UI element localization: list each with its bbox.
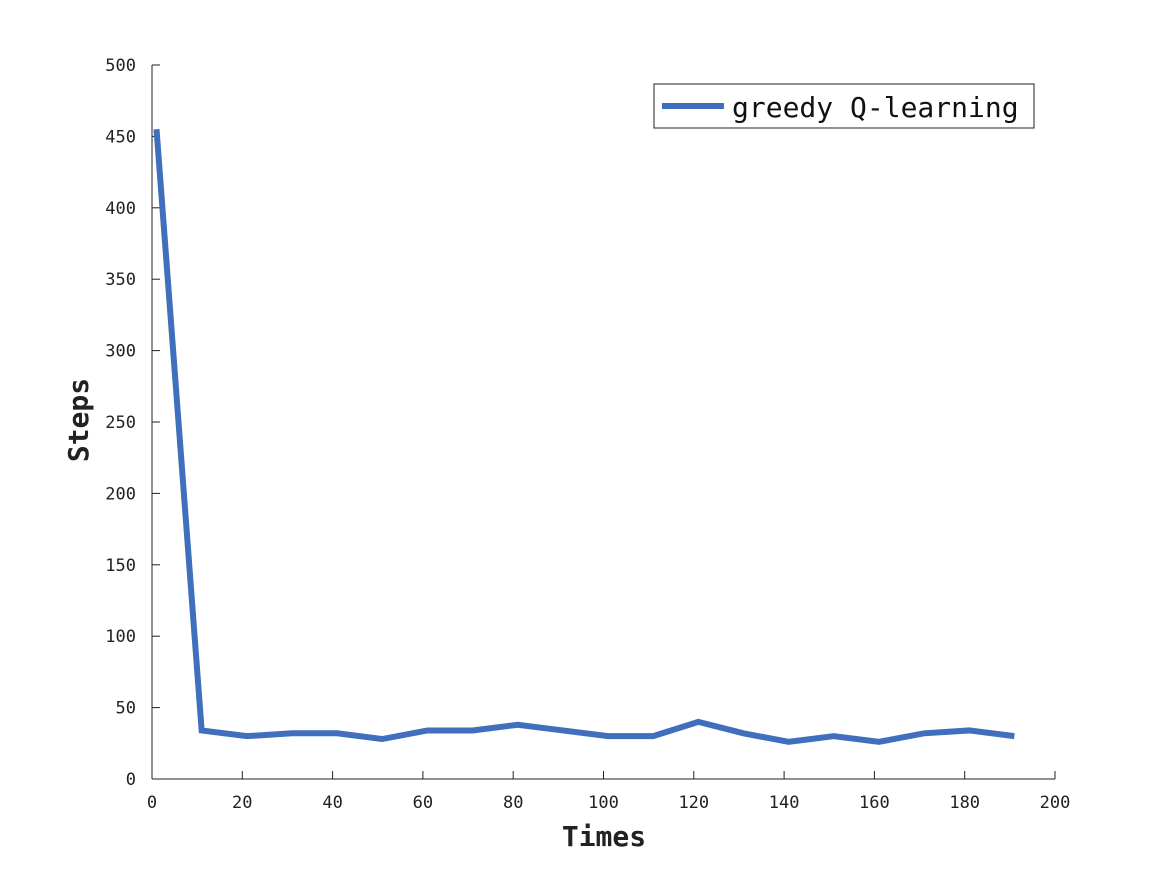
- y-tick-label: 50: [116, 699, 136, 719]
- y-tick-label: 500: [105, 56, 136, 76]
- series-line: [153, 129, 1015, 745]
- x-axis-ticks: 0 20 40 60 80 100 120 140 160 180 200: [147, 771, 1070, 813]
- x-tick-label: 140: [769, 793, 800, 813]
- y-tick-label: 150: [105, 556, 136, 576]
- y-tick-label: 300: [105, 342, 136, 362]
- x-tick-label: 40: [322, 793, 342, 813]
- series-layer: [153, 129, 1015, 745]
- x-axis-title: Times: [562, 820, 646, 853]
- legend-label: greedy Q-learning: [732, 91, 1019, 124]
- legend: greedy Q-learning: [653, 83, 1035, 129]
- y-axis-ticks: 0 50 100 150 200 250 300 350 400 450 500: [105, 56, 160, 790]
- x-tick-label: 20: [232, 793, 252, 813]
- x-tick-label: 0: [147, 793, 157, 813]
- y-tick-label: 100: [105, 627, 136, 647]
- y-tick-label: 0: [126, 770, 136, 790]
- axes: [151, 65, 1055, 780]
- x-tick-label: 200: [1040, 793, 1071, 813]
- y-axis-title: Steps: [62, 378, 95, 462]
- x-tick-label: 160: [859, 793, 890, 813]
- y-tick-label: 350: [105, 270, 136, 290]
- x-tick-label: 60: [413, 793, 433, 813]
- y-tick-label: 250: [105, 413, 136, 433]
- y-tick-label: 450: [105, 127, 136, 147]
- x-tick-label: 100: [588, 793, 619, 813]
- legend-box: [653, 83, 1035, 129]
- x-tick-label: 180: [949, 793, 980, 813]
- y-tick-label: 400: [105, 199, 136, 219]
- y-tick-label: 200: [105, 484, 136, 504]
- x-tick-label: 80: [503, 793, 523, 813]
- x-tick-label: 120: [678, 793, 709, 813]
